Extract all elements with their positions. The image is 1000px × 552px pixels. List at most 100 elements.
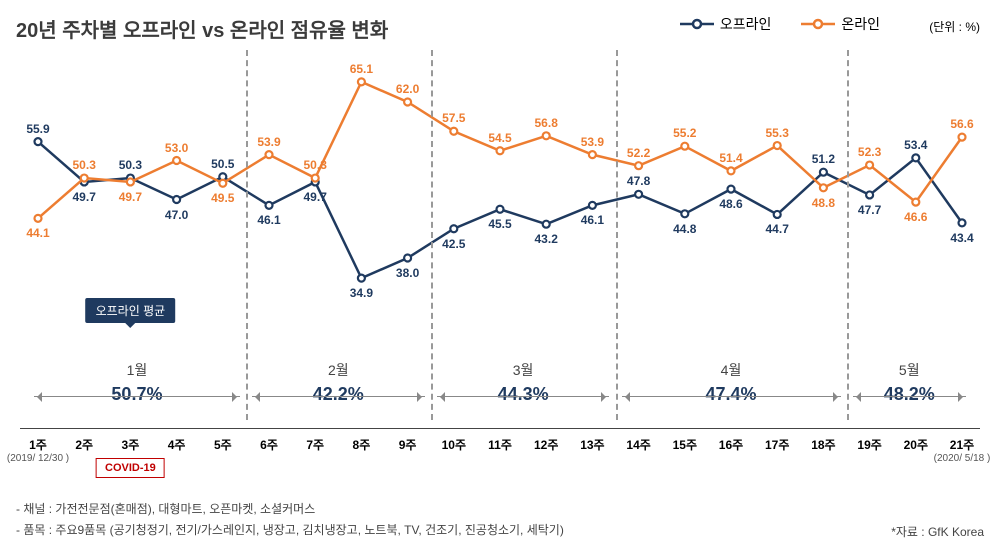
offline-value-label: 43.4 [950, 231, 973, 245]
offline-value-label: 49.7 [304, 190, 327, 204]
chart-svg [20, 50, 980, 310]
week-tick: 5주 [214, 436, 232, 453]
month-axis: 1월50.7%2월42.2%3월44.3%4월47.4%5월48.2% [20, 360, 980, 420]
week-tick: 10주 [442, 436, 466, 453]
source-label: *자료 : GfK Korea [891, 523, 984, 540]
month-offline-avg: 50.7% [28, 384, 246, 405]
offline-marker [774, 211, 781, 218]
legend-offline: 오프라인 [680, 14, 772, 34]
online-value-label: 49.5 [211, 191, 234, 205]
legend-online-label: 온라인 [841, 14, 880, 34]
month-offline-avg: 44.3% [431, 384, 616, 405]
footer-line-2: - 품목 : 주요9품목 (공기청정기, 전기/가스레인지, 냉장고, 김치냉장… [16, 520, 984, 540]
online-value-label: 54.5 [488, 131, 511, 145]
week-axis: 1주(2019/ 12/30 )2주3주4주5주6주7주8주9주10주11주12… [20, 436, 980, 476]
week-tick: 4주 [168, 436, 186, 453]
offline-value-label: 45.5 [488, 217, 511, 231]
month-range-arrow [34, 396, 240, 397]
online-value-label: 55.2 [673, 126, 696, 140]
offline-marker [959, 219, 966, 226]
week-tick: 20주 [904, 436, 928, 453]
chart-title: 20년 주차별 오프라인 vs 온라인 점유율 변화 [16, 14, 388, 43]
online-marker [266, 151, 273, 158]
online-marker [866, 162, 873, 169]
online-marker [681, 143, 688, 150]
week-tick: 1주(2019/ 12/30 ) [7, 436, 69, 464]
online-value-label: 50.3 [73, 158, 96, 172]
offline-value-label: 43.2 [535, 232, 558, 246]
offline-value-label: 46.1 [581, 213, 604, 227]
online-value-label: 57.5 [442, 111, 465, 125]
online-value-label: 62.0 [396, 82, 419, 96]
month-label: 1월 [28, 360, 246, 380]
online-value-label: 53.0 [165, 141, 188, 155]
week-tick: 6주 [260, 436, 278, 453]
offline-value-label: 51.2 [812, 152, 835, 166]
online-marker [404, 99, 411, 106]
legend-online-marker [801, 17, 835, 31]
offline-value-label: 47.7 [858, 203, 881, 217]
week-tick: 7주 [306, 436, 324, 453]
month-group: 2월 42.2% [246, 360, 431, 420]
offline-marker [35, 138, 42, 145]
online-marker [35, 215, 42, 222]
online-value-label: 53.9 [581, 135, 604, 149]
offline-marker [173, 196, 180, 203]
week-tick: 18주 [811, 436, 835, 453]
offline-value-label: 55.9 [26, 122, 49, 136]
online-marker [959, 134, 966, 141]
week-tick: 3주 [122, 436, 140, 453]
online-value-label: 50.3 [304, 158, 327, 172]
offline-value-label: 42.5 [442, 237, 465, 251]
covid-badge: COVID-19 [96, 458, 165, 478]
offline-marker [450, 225, 457, 232]
offline-marker [728, 186, 735, 193]
month-range-arrow [853, 396, 967, 397]
month-offline-avg: 47.4% [616, 384, 847, 405]
offline-value-label: 48.6 [719, 197, 742, 211]
week-tick: 14주 [626, 436, 650, 453]
month-label: 2월 [246, 360, 431, 380]
offline-marker [404, 255, 411, 262]
week-tick: 21주(2020/ 5/18 ) [934, 436, 991, 464]
month-label: 5월 [847, 360, 973, 380]
legend-online: 온라인 [801, 14, 880, 34]
online-value-label: 44.1 [26, 226, 49, 240]
unit-label: (단위 : %) [929, 18, 980, 35]
online-value-label: 55.3 [766, 126, 789, 140]
online-marker [543, 132, 550, 139]
offline-marker [866, 191, 873, 198]
week-sub-label: (2020/ 5/18 ) [934, 453, 991, 464]
week-tick: 19주 [857, 436, 881, 453]
offline-value-label: 47.0 [165, 208, 188, 222]
offline-value-label: 49.7 [73, 190, 96, 204]
plot-area: 55.949.750.347.050.546.149.734.938.042.5… [20, 50, 980, 310]
week-sub-label: (2019/ 12/30 ) [7, 453, 69, 464]
month-offline-avg: 42.2% [246, 384, 431, 405]
online-marker [820, 184, 827, 191]
offline-avg-badge: 오프라인 평균 [86, 298, 176, 323]
offline-marker [543, 221, 550, 228]
online-marker [912, 199, 919, 206]
month-offline-avg: 48.2% [847, 384, 973, 405]
offline-value-label: 47.8 [627, 174, 650, 188]
online-value-label: 53.9 [257, 135, 280, 149]
month-range-arrow [622, 396, 841, 397]
offline-marker [912, 154, 919, 161]
offline-value-label: 50.3 [119, 158, 142, 172]
online-value-label: 56.8 [535, 116, 558, 130]
online-value-label: 52.2 [627, 146, 650, 160]
offline-marker [820, 169, 827, 176]
week-tick: 8주 [353, 436, 371, 453]
offline-value-label: 46.1 [257, 213, 280, 227]
online-marker [774, 142, 781, 149]
week-tick: 13주 [580, 436, 604, 453]
offline-value-label: 44.8 [673, 222, 696, 236]
month-group: 5월 48.2% [847, 360, 973, 420]
online-value-label: 51.4 [719, 151, 742, 165]
week-tick: 9주 [399, 436, 417, 453]
online-marker [81, 175, 88, 182]
online-marker [127, 178, 134, 185]
offline-marker [497, 206, 504, 213]
online-value-label: 49.7 [119, 190, 142, 204]
